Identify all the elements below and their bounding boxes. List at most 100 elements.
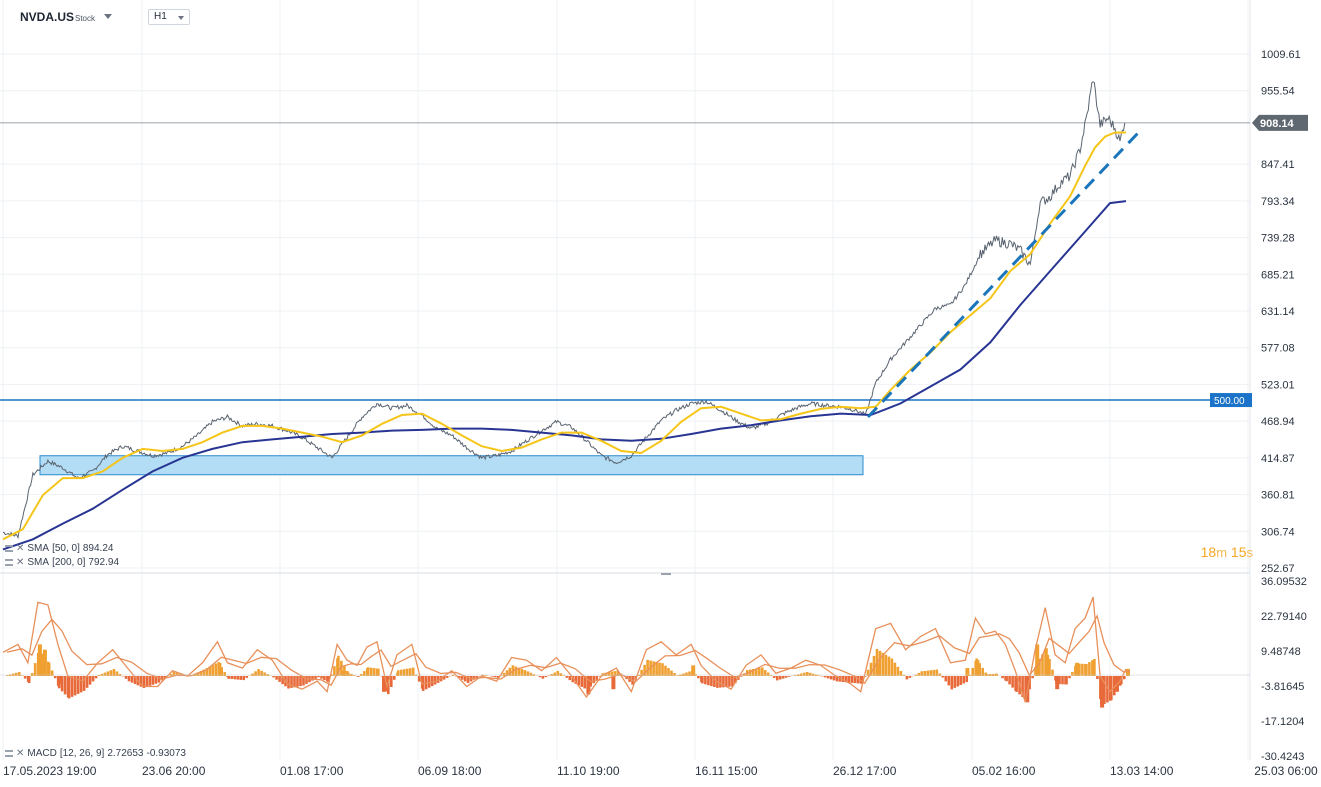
macd-hist-bar <box>1088 662 1091 676</box>
settings-icon[interactable] <box>5 559 13 566</box>
symbol-name[interactable]: NVDA.US <box>20 10 75 24</box>
price-tick-label: 631.14 <box>1261 306 1295 318</box>
price-tick-label: 523.01 <box>1261 379 1295 391</box>
macd-hist-bar <box>496 676 500 678</box>
macd-hist-bar <box>713 676 716 687</box>
macd-hist-bar <box>929 670 933 676</box>
macd-hist-bar <box>214 663 217 676</box>
macd-hist-bar <box>33 663 37 676</box>
macd-hist-bar <box>685 672 688 676</box>
macd-hist-bar <box>658 662 661 676</box>
time-tick-label: 25.03 06:00 <box>1254 764 1318 778</box>
macd-hist-bar <box>508 667 512 676</box>
time-axis: 17.05.2023 19:00 23.06 20:00 01.08 17:00 06… <box>3 764 1318 778</box>
macd-tick-label: 9.48748 <box>1261 646 1301 658</box>
macd-hist-bar <box>163 676 167 679</box>
close-icon[interactable]: ✕ <box>16 748 25 759</box>
macd-hist-bar <box>275 676 278 680</box>
macd-hist-bar <box>411 667 415 676</box>
macd-hist-bar <box>640 669 643 676</box>
macd-hist-bar <box>526 671 530 676</box>
macd-hist-bar <box>802 672 806 676</box>
macd-hist-bar <box>320 676 323 679</box>
macd-hist-bar <box>793 675 797 676</box>
settings-icon[interactable] <box>5 750 13 757</box>
macd-hist-bar <box>944 676 948 682</box>
timeframe-select[interactable]: H1 <box>148 9 190 25</box>
macd-hist-bar <box>230 676 233 679</box>
macd-hist-bar <box>586 676 591 695</box>
price-tick-label: 252.67 <box>1261 563 1295 575</box>
dashed-trendline[interactable] <box>866 131 1140 419</box>
macd-hist-bar <box>278 676 281 682</box>
settings-icon[interactable] <box>5 545 13 552</box>
macd-hist-bar <box>70 676 74 697</box>
macd-hist-bar <box>611 676 616 690</box>
macd-params: [12, 26, 9] <box>59 748 105 759</box>
macd-hist-bar <box>697 676 700 679</box>
macd-tick-label: -3.81645 <box>1261 681 1304 693</box>
timer-seconds-unit: s <box>1246 545 1254 560</box>
macd-hist-bar <box>920 671 924 676</box>
time-tick-label: 11.10 19:00 <box>557 764 620 778</box>
macd-hist-bar <box>475 676 479 678</box>
macd-hist-bar <box>1091 660 1094 676</box>
chart-grid <box>0 0 1251 760</box>
macd-hist-bar <box>130 676 134 683</box>
macd-hist-bar <box>1126 668 1130 676</box>
sma200-params: [200, 0] <box>52 557 86 568</box>
sma50-params: [50, 0] <box>52 543 80 554</box>
macd-hist-bar <box>1123 676 1126 680</box>
symbol-dropdown-icon[interactable] <box>104 14 112 19</box>
symbol-type: Stock <box>75 14 96 23</box>
macd-hist-bar <box>965 668 970 676</box>
macd-hist-bar <box>47 662 51 676</box>
macd-hist-bar <box>502 672 506 676</box>
macd-hist-bar <box>311 676 314 681</box>
macd-hist-bar <box>151 676 155 685</box>
macd-hist-bar <box>655 661 658 676</box>
macd-hist-bar <box>784 676 788 678</box>
price-tick-label: 793.34 <box>1261 196 1295 208</box>
macd-hist-bar <box>40 653 44 676</box>
macd-hist-bar <box>305 676 308 684</box>
macd-hist-bar <box>646 659 649 676</box>
macd-hist-bar <box>1008 676 1011 685</box>
macd-hist-bar <box>445 676 449 678</box>
macd-hist-bar <box>890 658 894 676</box>
macd-hist-bar <box>390 676 393 687</box>
macd-hist-bar <box>670 670 673 676</box>
macd-hist-bar <box>257 669 260 676</box>
macd-hist-bar <box>866 669 870 676</box>
macd-hist-bar <box>37 644 42 676</box>
macd-tick-label: 36.09532 <box>1261 576 1307 588</box>
macd-hist-bar <box>872 655 876 676</box>
support-zone[interactable] <box>39 455 864 476</box>
macd-hist-bar <box>1100 676 1105 708</box>
macd-hist-bar <box>1096 676 1099 679</box>
macd-hist-bar <box>175 672 179 676</box>
macd-hist-bar <box>778 676 782 680</box>
macd-hist-bar <box>896 666 900 676</box>
macd-hist-bar <box>956 676 960 687</box>
macd-hist-bar <box>826 676 830 679</box>
macd-hist-bar <box>1051 669 1054 676</box>
macd-hist-bar <box>1035 644 1040 676</box>
macd-hist-bar <box>881 652 885 676</box>
close-icon[interactable]: ✕ <box>16 557 25 568</box>
macd-hist-bar <box>829 676 833 680</box>
macd-hist-bar <box>208 666 212 676</box>
macd-hist-bar <box>975 660 980 676</box>
macd-hist-bar <box>260 670 263 676</box>
macd-hist-bar <box>21 675 24 676</box>
legend-macd: ✕ MACD [12, 26, 9] 2.72653 -0.93073 <box>5 748 186 759</box>
macd-hist-bar <box>817 675 821 676</box>
macd-hist-bar <box>661 663 664 676</box>
sma50-value: 894.24 <box>82 543 114 554</box>
macd-hist-bar <box>367 667 370 676</box>
macd-hist-bar <box>899 671 903 676</box>
close-icon[interactable]: ✕ <box>16 543 25 554</box>
macd-hist-bar <box>23 676 27 679</box>
macd-hist-bar <box>850 676 854 683</box>
